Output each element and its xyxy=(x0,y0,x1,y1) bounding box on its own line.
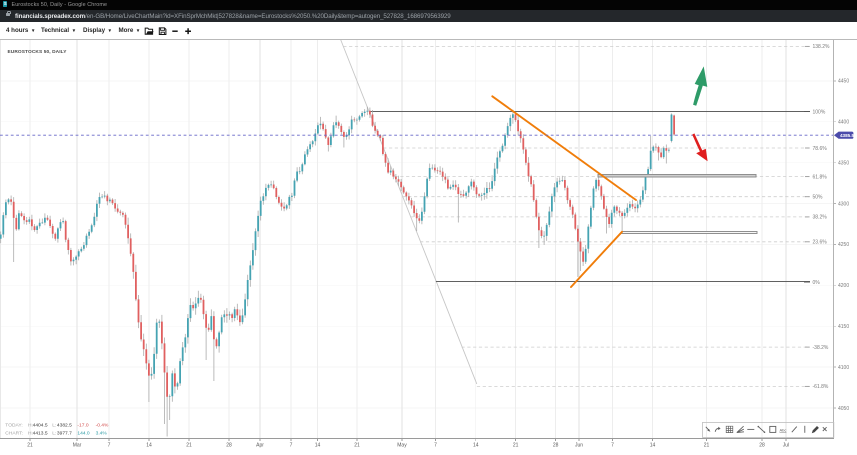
svg-text:21: 21 xyxy=(704,443,710,449)
svg-text:28: 28 xyxy=(226,443,232,449)
svg-text:-0.4%: -0.4% xyxy=(96,423,109,429)
svg-text:Jun: Jun xyxy=(575,443,583,449)
svg-text:21: 21 xyxy=(513,443,519,449)
svg-text:7: 7 xyxy=(108,443,111,449)
svg-text:Mar: Mar xyxy=(73,443,82,449)
svg-text:4200: 4200 xyxy=(838,283,849,289)
svg-text:7: 7 xyxy=(434,443,437,449)
svg-text:78.6%: 78.6% xyxy=(813,146,828,152)
svg-text:Abc: Abc xyxy=(780,427,787,432)
svg-text:4300: 4300 xyxy=(838,201,849,207)
svg-text:21: 21 xyxy=(354,443,360,449)
svg-text:14: 14 xyxy=(146,443,152,449)
svg-text:28: 28 xyxy=(553,443,559,449)
svg-text:4150: 4150 xyxy=(838,324,849,330)
svg-text:May: May xyxy=(397,443,407,449)
svg-text:4350: 4350 xyxy=(838,161,849,167)
svg-text:61.8%: 61.8% xyxy=(813,174,828,180)
svg-text:4382.5: 4382.5 xyxy=(57,423,72,429)
svg-text:100%: 100% xyxy=(813,109,826,115)
svg-text:7: 7 xyxy=(290,443,293,449)
svg-text:EUROSTOCKS 50, DAILY: EUROSTOCKS 50, DAILY xyxy=(8,49,68,55)
svg-text:L:: L: xyxy=(52,423,56,429)
svg-text:-17.0: -17.0 xyxy=(77,423,88,429)
svg-text:4400: 4400 xyxy=(838,120,849,126)
svg-text:H:: H: xyxy=(28,423,33,429)
svg-text:7: 7 xyxy=(611,443,614,449)
svg-text:4100: 4100 xyxy=(838,365,849,371)
svg-text:3.4%: 3.4% xyxy=(96,431,108,437)
svg-text:14: 14 xyxy=(650,443,656,449)
svg-text:21: 21 xyxy=(27,443,33,449)
svg-text:50%: 50% xyxy=(813,195,824,201)
svg-text:Jul: Jul xyxy=(783,443,789,449)
svg-text:138.2%: 138.2% xyxy=(813,44,831,50)
svg-text:14: 14 xyxy=(315,443,321,449)
svg-text:L:: L: xyxy=(52,431,56,437)
svg-text:144.0: 144.0 xyxy=(77,431,90,437)
svg-text:14: 14 xyxy=(473,443,479,449)
svg-text:4404.5: 4404.5 xyxy=(33,423,48,429)
svg-text:4050: 4050 xyxy=(838,406,849,412)
svg-text:-61.8%: -61.8% xyxy=(813,384,829,390)
svg-text:0%: 0% xyxy=(813,280,821,286)
svg-text:4413.5: 4413.5 xyxy=(33,431,48,437)
svg-text:H:: H: xyxy=(28,431,33,437)
svg-text:4385.5: 4385.5 xyxy=(840,133,854,138)
svg-text:21: 21 xyxy=(186,443,192,449)
svg-text:Apr: Apr xyxy=(256,443,264,449)
svg-text:CHART:: CHART: xyxy=(5,431,23,437)
svg-text:38.2%: 38.2% xyxy=(813,215,828,221)
svg-text:4250: 4250 xyxy=(838,242,849,248)
svg-text:-38.2%: -38.2% xyxy=(813,345,829,351)
svg-text:3977.7: 3977.7 xyxy=(57,431,72,437)
svg-text:28: 28 xyxy=(759,443,765,449)
svg-text:4450: 4450 xyxy=(838,79,849,85)
svg-text:TODAY:: TODAY: xyxy=(5,423,22,429)
svg-text:23.6%: 23.6% xyxy=(813,240,828,246)
